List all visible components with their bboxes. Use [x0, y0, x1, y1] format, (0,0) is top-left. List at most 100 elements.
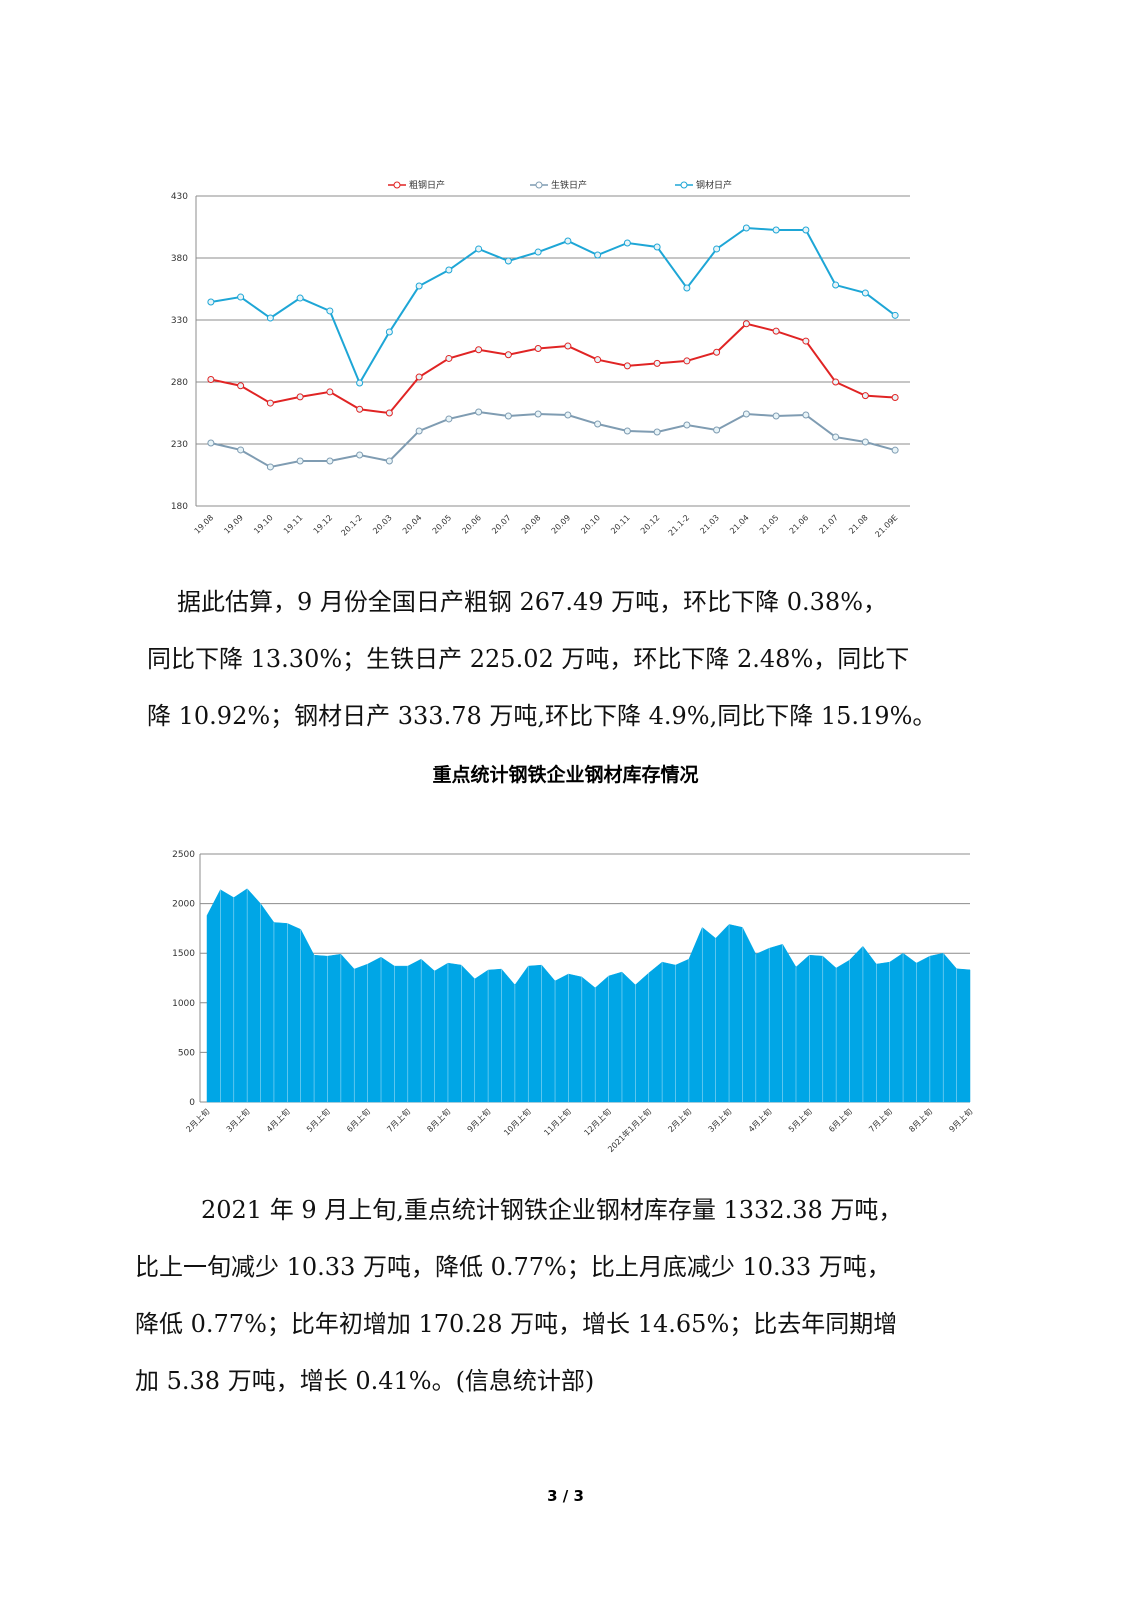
legend-label: 粗钢日产	[409, 179, 445, 191]
x-tick-label: 8月上旬	[425, 1106, 453, 1134]
x-tick-label: 19.08	[193, 513, 216, 536]
point	[326, 388, 334, 396]
x-tick-label: 9月上旬	[947, 1106, 975, 1134]
point	[385, 328, 393, 336]
x-tick-label: 19.11	[282, 513, 305, 536]
point	[207, 439, 215, 447]
series-line	[210, 410, 896, 468]
point	[564, 237, 572, 245]
text-line: 降低 0.77%；比年初增加 170.28 万吨，增长 14.65%；比去年同期…	[135, 1310, 898, 1338]
point	[891, 311, 899, 319]
x-tick-label: 2月上旬	[184, 1106, 212, 1134]
point	[802, 411, 810, 419]
y-tick-label: 280	[171, 378, 188, 388]
x-tick-label: 20.09	[550, 513, 573, 536]
point	[415, 427, 423, 435]
x-tick-label: 20.12	[639, 513, 662, 536]
point	[504, 257, 512, 265]
point	[653, 359, 661, 367]
x-tick-label: 7月上旬	[866, 1106, 894, 1134]
point	[266, 314, 274, 322]
point	[475, 245, 483, 253]
point	[742, 410, 750, 418]
point	[623, 427, 631, 435]
point	[356, 379, 364, 387]
series-line	[210, 226, 896, 386]
point	[475, 346, 483, 354]
point	[207, 298, 215, 306]
text-line: 2021 年 9 月上旬,重点统计钢铁企业钢材库存量 1332.38 万吨，	[201, 1196, 903, 1224]
point	[504, 351, 512, 359]
y-tick-label: 330	[171, 316, 188, 326]
point	[861, 392, 869, 400]
point	[207, 376, 215, 384]
x-tick-label: 20.05	[431, 513, 454, 536]
point	[534, 410, 542, 418]
series-line	[210, 322, 896, 415]
x-tick-label: 20.08	[520, 513, 543, 536]
point	[861, 289, 869, 297]
x-tick-label: 4月上旬	[264, 1106, 292, 1134]
x-tick-label: 11月上旬	[542, 1106, 573, 1137]
x-tick-label: 5月上旬	[304, 1106, 332, 1134]
y-tick-label: 0	[189, 1098, 195, 1108]
x-tick-label: 6月上旬	[344, 1106, 372, 1134]
x-tick-label: 9月上旬	[465, 1106, 493, 1134]
chart-title: 重点统计钢铁企业钢材库存情况	[432, 764, 699, 786]
point	[415, 373, 423, 381]
x-tick-label: 20.04	[401, 513, 424, 536]
text-line: 据此估算，9 月份全国日产粗钢 267.49 万吨，环比下降 0.38%，	[177, 588, 888, 616]
y-tick-label: 2000	[172, 900, 195, 910]
point	[564, 411, 572, 419]
point	[683, 357, 691, 365]
point	[266, 463, 274, 471]
legend-label: 生铁日产	[551, 179, 587, 191]
area	[206, 888, 971, 1103]
x-tick-label: 5月上旬	[786, 1106, 814, 1134]
point	[891, 394, 899, 402]
text-line: 降 10.92%；钢材日产 333.78 万吨,环比下降 4.9%,同比下降 1…	[147, 702, 937, 730]
point	[623, 362, 631, 370]
x-tick-label: 19.10	[252, 513, 275, 536]
point	[445, 266, 453, 274]
point	[237, 293, 245, 301]
y-tick-label: 430	[171, 192, 188, 202]
point	[772, 327, 780, 335]
point	[475, 408, 483, 416]
x-tick-label: 19.09	[222, 513, 245, 536]
point	[504, 412, 512, 420]
x-tick-label: 4月上旬	[746, 1106, 774, 1134]
point	[237, 382, 245, 390]
point	[296, 457, 304, 465]
point	[237, 446, 245, 454]
y-tick-label: 1500	[172, 949, 195, 959]
legend-marker	[393, 181, 401, 189]
point	[296, 393, 304, 401]
point	[832, 433, 840, 441]
point	[415, 282, 423, 290]
x-tick-label: 2月上旬	[666, 1106, 694, 1134]
point	[861, 438, 869, 446]
legend-marker	[535, 181, 543, 189]
point	[742, 224, 750, 232]
point	[742, 320, 750, 328]
x-tick-label: 3月上旬	[706, 1106, 734, 1134]
x-tick-label: 7月上旬	[385, 1106, 413, 1134]
x-tick-label: 3月上旬	[224, 1106, 252, 1134]
legend-label: 钢材日产	[696, 179, 732, 191]
point	[653, 428, 661, 436]
point	[326, 307, 334, 315]
point	[683, 284, 691, 292]
point	[445, 354, 453, 362]
text-line: 比上一旬减少 10.33 万吨，降低 0.77%；比上月底减少 10.33 万吨…	[135, 1253, 891, 1281]
x-tick-label: 21.04	[728, 513, 751, 536]
point	[326, 457, 334, 465]
point	[534, 345, 542, 353]
y-tick-label: 500	[178, 1048, 195, 1058]
text-line: 同比下降 13.30%；生铁日产 225.02 万吨，环比下降 2.48%，同比…	[147, 645, 910, 673]
x-tick-label: 21.07	[817, 513, 840, 536]
x-tick-label: 20.1-2	[339, 513, 364, 538]
y-tick-label: 380	[171, 254, 188, 264]
